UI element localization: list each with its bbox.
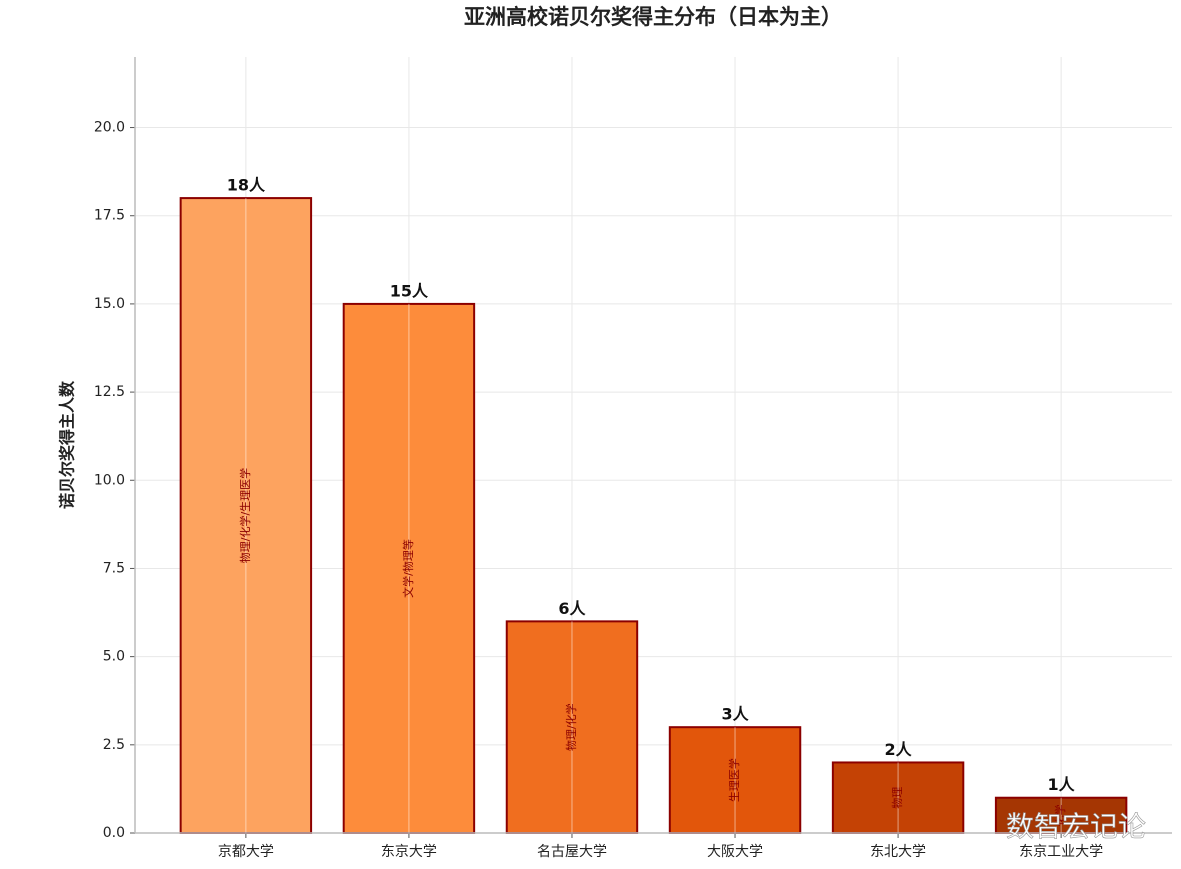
bar-inner-label: 物理/化学/生理医学 [238,468,252,563]
watermark: 数智宏记论 [1006,810,1146,843]
value-label: 6人 [558,599,586,618]
bar-inner-label: 化学 [1053,804,1067,826]
bar-inner-label: 物理 [890,787,904,809]
value-label: 2人 [885,740,913,759]
bar-inner-label: 文学/物理等 [401,539,415,598]
value-label: 3人 [721,705,749,724]
y-axis-label: 诺贝尔奖得主人数 [58,380,77,509]
x-tick-label: 东京工业大学 [1019,844,1103,860]
y-tick-label: 17.5 [94,208,125,224]
x-tick-label: 大阪大学 [707,844,763,860]
y-tick-label: 10.0 [94,472,125,488]
x-tick-label: 京都大学 [218,844,274,860]
value-label: 18人 [227,176,266,195]
y-tick-label: 7.5 [103,560,125,576]
x-tick-label: 东京大学 [381,844,437,860]
y-tick-label: 0.0 [103,825,125,841]
x-tick-label: 名古屋大学 [537,844,607,860]
y-tick-label: 15.0 [94,296,125,312]
value-label: 15人 [390,281,429,300]
y-tick-label: 20.0 [94,120,125,136]
chart-title: 亚洲高校诺贝尔奖得主分布（日本为主） [464,5,842,29]
x-tick-label: 东北大学 [870,844,926,860]
bar-inner-label: 生理医学 [727,758,741,802]
bar-inner-label: 物理/化学 [564,703,578,751]
y-tick-label: 5.0 [103,649,125,665]
y-tick-label: 12.5 [94,384,125,400]
value-label: 1人 [1048,775,1076,794]
y-tick-label: 2.5 [103,737,125,753]
